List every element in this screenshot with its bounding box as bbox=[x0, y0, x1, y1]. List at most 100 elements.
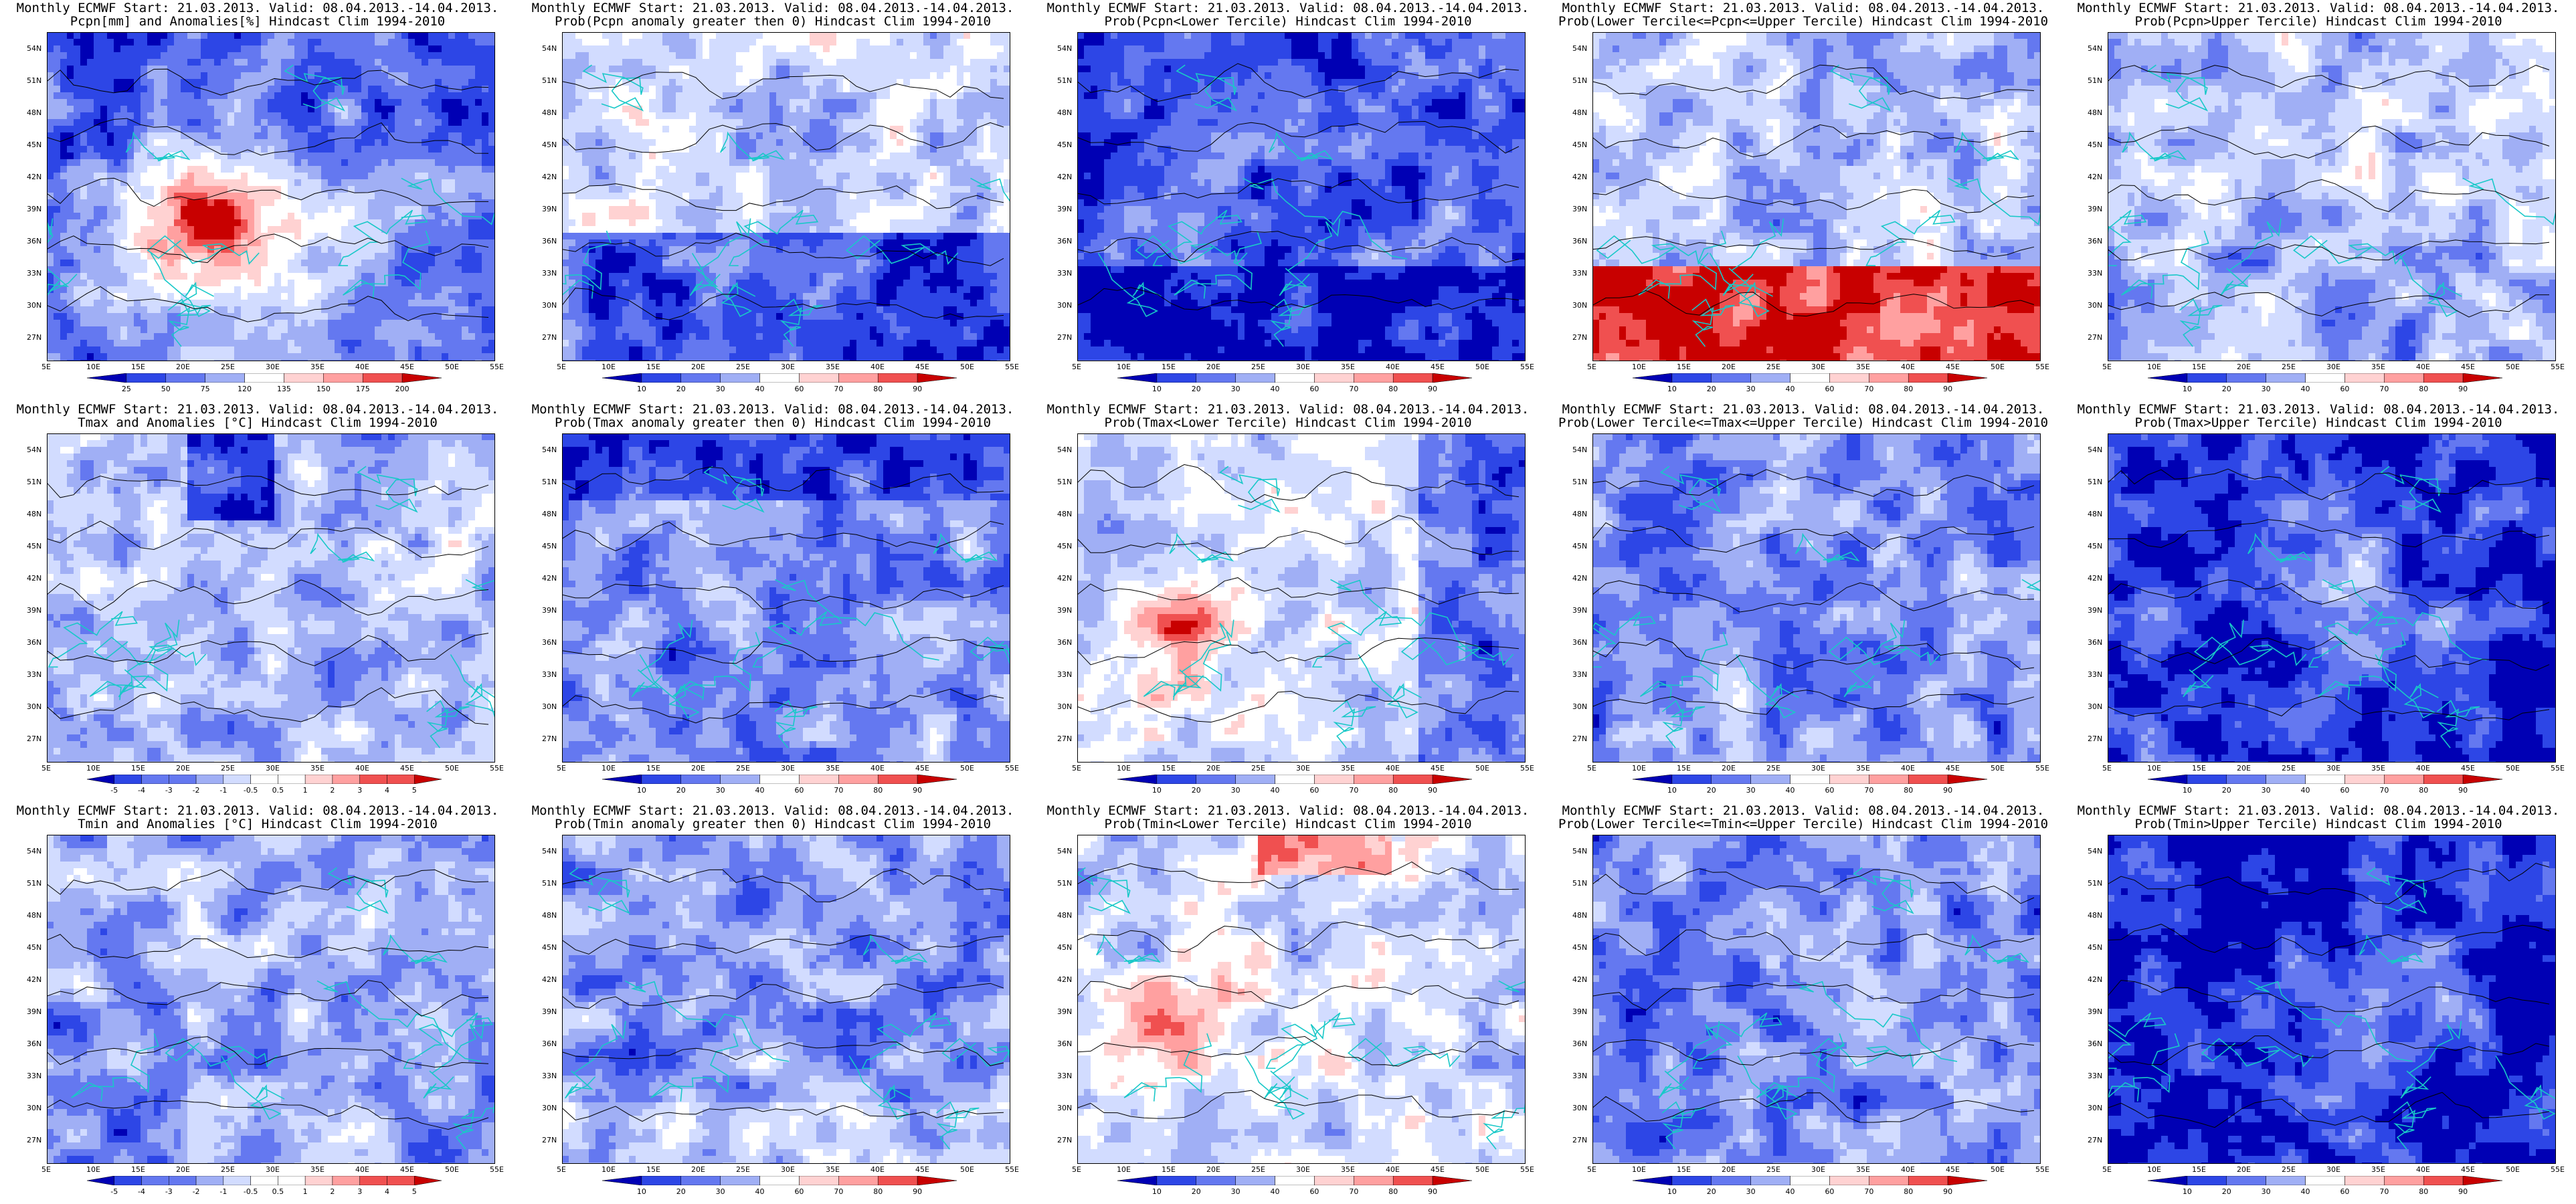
lat-label: 45N bbox=[542, 542, 557, 550]
map-field bbox=[47, 32, 495, 361]
colorbar-tick-label: 50 bbox=[161, 385, 171, 393]
lat-label: 45N bbox=[27, 140, 41, 149]
colorbar-tick-label: 80 bbox=[873, 385, 883, 393]
colorbar-tick-label: 10 bbox=[2183, 786, 2192, 795]
colorbar-tick-label: 60 bbox=[2340, 786, 2349, 795]
lat-label: 39N bbox=[27, 606, 41, 615]
lon-label: 40E bbox=[870, 1165, 885, 1174]
colorbar-tick-label: 20 bbox=[676, 1187, 686, 1196]
colorbar-tick-label: 70 bbox=[2379, 786, 2389, 795]
lon-label: 50E bbox=[1991, 764, 2005, 773]
map-field bbox=[1077, 32, 1526, 361]
lon-label: 35E bbox=[310, 363, 325, 371]
lat-label: 42N bbox=[1572, 173, 1587, 181]
lat-label: 33N bbox=[27, 670, 41, 679]
lat-label: 39N bbox=[1057, 606, 1072, 615]
colorbar-tick-label: 10 bbox=[1152, 786, 1162, 795]
colorbar-tick-label: 80 bbox=[2419, 1187, 2428, 1196]
lat-label: 33N bbox=[2088, 269, 2102, 278]
colorbar-tick-labels: -5 -4 -3 -2 -1 -0.5 0.5 1 2 3 4 5 bbox=[87, 1187, 442, 1197]
lat-label: 27N bbox=[2088, 734, 2102, 743]
colorbar-tick-label: 10 bbox=[1152, 385, 1162, 393]
lat-label: 33N bbox=[542, 1072, 557, 1080]
colorbar-tick-label: 200 bbox=[395, 385, 409, 393]
colorbar-tick-label: 70 bbox=[834, 385, 843, 393]
lat-label: 54N bbox=[2088, 847, 2102, 856]
lon-label: 55E bbox=[2551, 363, 2565, 371]
map-field bbox=[2108, 433, 2556, 763]
lon-label: 55E bbox=[2035, 1165, 2049, 1174]
lat-label: 30N bbox=[542, 1104, 557, 1112]
lat-label: 39N bbox=[1572, 606, 1587, 615]
lat-label: 30N bbox=[542, 702, 557, 711]
colorbar-tick-label: 60 bbox=[794, 786, 804, 795]
lon-label: 5E bbox=[557, 363, 566, 371]
lat-label: 39N bbox=[1572, 1007, 1587, 1016]
colorbar bbox=[1633, 1176, 1987, 1185]
lon-label: 35E bbox=[310, 764, 325, 773]
lat-label: 27N bbox=[1057, 333, 1072, 342]
lat-label: 27N bbox=[27, 333, 41, 342]
map-field bbox=[47, 835, 495, 1164]
lon-label: 15E bbox=[1677, 764, 1691, 773]
lat-label: 33N bbox=[1057, 269, 1072, 278]
lon-label: 50E bbox=[445, 363, 459, 371]
colorbar-tick-label: 30 bbox=[1746, 385, 1756, 393]
lon-label: 10E bbox=[1632, 764, 1646, 773]
colorbar-tick-label: 120 bbox=[238, 385, 252, 393]
lon-label: 45E bbox=[915, 764, 929, 773]
lat-label: 48N bbox=[1057, 911, 1072, 920]
lon-label: 30E bbox=[1296, 764, 1310, 773]
lon-label: 40E bbox=[1386, 1165, 1400, 1174]
lon-label: 20E bbox=[1206, 363, 1220, 371]
lat-label: 39N bbox=[542, 1007, 557, 1016]
colorbar-tick-label: 70 bbox=[1864, 1187, 1873, 1196]
lon-label: 55E bbox=[1005, 1165, 1019, 1174]
lat-label: 39N bbox=[2088, 205, 2102, 213]
lat-label: 42N bbox=[1572, 574, 1587, 583]
lon-label: 10E bbox=[86, 363, 100, 371]
lon-label: 20E bbox=[2237, 363, 2251, 371]
lon-label: 40E bbox=[355, 363, 369, 371]
colorbar-tick-labels: 10 20 30 40 60 70 80 90 bbox=[2148, 385, 2502, 394]
lat-label: 30N bbox=[1057, 301, 1072, 310]
lon-label: 40E bbox=[870, 764, 885, 773]
lon-label: 10E bbox=[1117, 764, 1131, 773]
panel-title-line2: Tmax and Anomalies [°C] Hindcast Clim 19… bbox=[0, 415, 515, 431]
map-panel-tmin-prob-gt0: Monthly ECMWF Start: 21.03.2013. Valid: … bbox=[515, 803, 1030, 1204]
colorbar-tick-label: 20 bbox=[2222, 786, 2231, 795]
lat-label: 39N bbox=[542, 606, 557, 615]
lat-label: 27N bbox=[1057, 734, 1072, 743]
lon-label: 5E bbox=[1587, 764, 1596, 773]
colorbar-tick-labels: -5 -4 -3 -2 -1 -0.5 0.5 1 2 3 4 5 bbox=[87, 786, 442, 795]
colorbar-tick-label: 0.5 bbox=[272, 786, 284, 795]
lat-label: 54N bbox=[27, 847, 41, 856]
lon-label: 30E bbox=[266, 363, 280, 371]
lon-label: 5E bbox=[2102, 764, 2112, 773]
lat-label: 45N bbox=[542, 140, 557, 149]
lon-label: 10E bbox=[602, 764, 616, 773]
lon-label: 45E bbox=[915, 1165, 929, 1174]
lon-label: 20E bbox=[1722, 363, 1736, 371]
lon-label: 30E bbox=[1811, 764, 1825, 773]
lat-label: 39N bbox=[2088, 1007, 2102, 1016]
lon-label: 10E bbox=[1117, 1165, 1131, 1174]
panel-title-line1: Monthly ECMWF Start: 21.03.2013. Valid: … bbox=[1030, 803, 1546, 819]
lon-label: 25E bbox=[221, 1165, 235, 1174]
lat-label: 51N bbox=[542, 478, 557, 486]
lat-label: 36N bbox=[1572, 1039, 1587, 1048]
lat-label: 48N bbox=[27, 510, 41, 518]
lon-label: 40E bbox=[1901, 363, 1915, 371]
map-panel-pcpn-upper: Monthly ECMWF Start: 21.03.2013. Valid: … bbox=[2061, 0, 2576, 401]
colorbar-tick-label: 75 bbox=[201, 385, 210, 393]
colorbar-tick-label: 40 bbox=[2301, 385, 2310, 393]
panel-title-line2: Prob(Lower Tercile<=Pcpn<=Upper Tercile)… bbox=[1546, 13, 2061, 29]
colorbar-tick-label: 4 bbox=[385, 1187, 389, 1196]
lat-label: 51N bbox=[1057, 879, 1072, 888]
lon-label: 10E bbox=[86, 1165, 100, 1174]
lon-label: 45E bbox=[2461, 764, 2475, 773]
colorbar-tick-label: 60 bbox=[794, 385, 804, 393]
colorbar-tick-label: 25 bbox=[122, 385, 131, 393]
lon-label: 50E bbox=[2506, 1165, 2520, 1174]
colorbar-tick-labels: 10 20 30 40 60 70 80 90 bbox=[2148, 1187, 2502, 1197]
